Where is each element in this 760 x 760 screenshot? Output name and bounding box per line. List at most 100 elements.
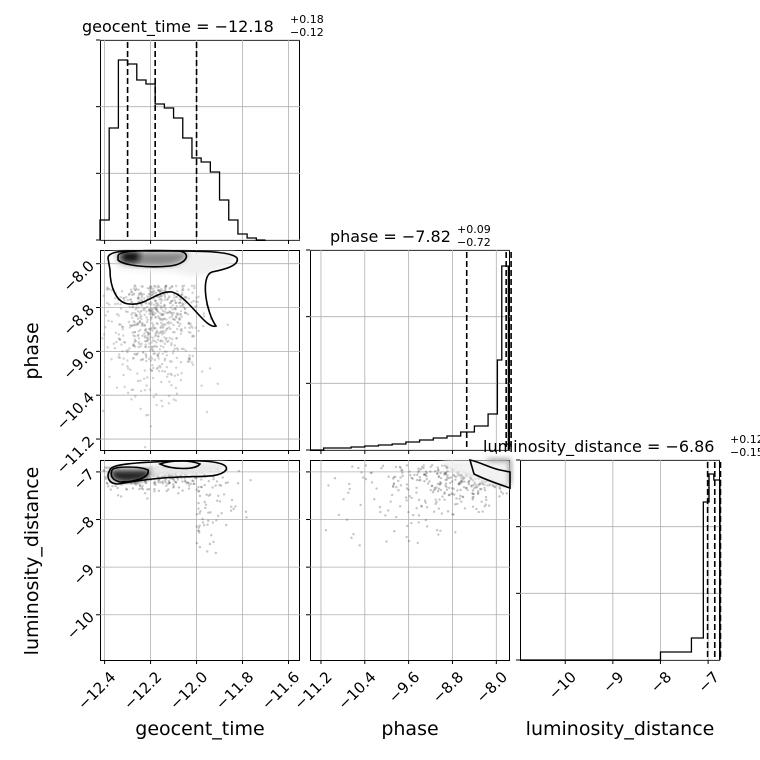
scatter-point xyxy=(167,488,170,491)
scatter-point xyxy=(201,324,205,328)
scatter-point xyxy=(437,507,441,510)
scatter-point xyxy=(179,304,182,308)
scatter-point xyxy=(434,488,437,491)
scatter-point xyxy=(393,529,396,533)
scatter-point xyxy=(461,495,464,498)
scatter-point xyxy=(130,482,133,485)
scatter-point xyxy=(169,372,173,375)
scatter-point xyxy=(440,512,444,515)
scatter-point xyxy=(415,478,419,482)
scatter-point xyxy=(154,327,157,330)
scatter-point xyxy=(114,331,118,334)
scatter-point xyxy=(153,481,157,484)
scatter-point xyxy=(443,472,447,475)
scatter-point xyxy=(483,486,486,490)
scatter-point xyxy=(423,479,426,483)
scatter-point xyxy=(437,487,441,490)
scatter-point xyxy=(144,327,147,331)
scatter-point xyxy=(416,541,420,545)
scatter-point xyxy=(138,320,142,324)
scatter-point xyxy=(139,328,142,332)
scatter-point xyxy=(175,392,179,395)
scatter-point xyxy=(141,350,145,354)
scatter-point xyxy=(175,290,179,293)
scatter-point xyxy=(211,486,214,489)
scatter-point xyxy=(156,366,159,369)
scatter-point xyxy=(147,293,151,296)
scatter-point xyxy=(177,486,181,489)
scatter-point xyxy=(165,337,168,340)
scatter-point xyxy=(159,330,163,333)
scatter-point xyxy=(192,482,195,486)
scatter-point xyxy=(143,324,147,328)
scatter-point xyxy=(160,294,164,298)
scatter-point xyxy=(453,503,457,506)
scatter-point xyxy=(199,510,202,513)
scatter-point xyxy=(171,313,174,316)
scatter-point xyxy=(173,318,177,322)
scatter-point xyxy=(104,314,107,317)
scatter-point xyxy=(162,322,166,326)
scatter-point xyxy=(163,298,166,302)
scatter-point xyxy=(348,487,351,491)
scatter-point xyxy=(170,360,173,363)
scatter-point xyxy=(148,388,152,391)
scatter-point xyxy=(122,341,126,344)
scatter-point xyxy=(445,488,449,491)
scatter-point xyxy=(150,357,154,360)
scatter-point xyxy=(203,483,206,487)
scatter-point xyxy=(109,488,112,491)
scatter-point xyxy=(114,297,117,300)
scatter-point xyxy=(179,328,182,332)
scatter-point xyxy=(198,545,202,549)
scatter-point xyxy=(156,338,160,341)
scatter-point xyxy=(146,331,150,335)
scatter-point xyxy=(157,289,161,292)
scatter-point xyxy=(144,329,147,332)
scatter-point xyxy=(140,317,143,321)
scatter-point xyxy=(483,505,486,508)
scatter-point xyxy=(133,331,137,334)
scatter-point xyxy=(160,323,164,326)
scatter-point xyxy=(499,490,503,493)
scatter-point xyxy=(480,500,483,503)
scatter-point xyxy=(190,301,193,304)
scatter-point xyxy=(392,482,396,486)
scatter-point xyxy=(138,319,141,323)
scatter-point xyxy=(207,494,210,497)
scatter-point xyxy=(153,285,157,288)
scatter-point xyxy=(144,354,148,357)
scatter-point xyxy=(163,305,166,308)
scatter-point xyxy=(155,307,158,311)
scatter-point xyxy=(146,333,150,337)
scatter-point xyxy=(189,482,193,485)
scatter-point xyxy=(150,321,154,325)
scatter-point xyxy=(133,284,136,287)
scatter-point xyxy=(413,473,416,477)
scatter-point xyxy=(161,325,165,328)
scatter-point xyxy=(215,499,219,502)
scatter-point xyxy=(471,489,475,492)
scatter-point xyxy=(133,288,137,292)
scatter-point xyxy=(113,346,117,350)
scatter-point xyxy=(488,484,491,487)
scatter-point xyxy=(479,481,482,485)
scatter-point xyxy=(357,466,360,470)
scatter-point xyxy=(132,320,136,323)
scatter-point xyxy=(163,342,166,345)
scatter-point xyxy=(157,478,161,482)
scatter-point xyxy=(160,287,163,291)
scatter-point xyxy=(168,295,171,298)
scatter-point xyxy=(187,322,190,325)
scatter-point xyxy=(159,326,162,330)
scatter-point xyxy=(134,313,138,317)
scatter-point xyxy=(141,334,144,337)
scatter-point xyxy=(183,295,186,299)
scatter-point xyxy=(140,285,143,288)
scatter-point xyxy=(126,310,129,314)
scatter-point xyxy=(181,285,184,288)
scatter-point xyxy=(452,513,455,516)
scatter-point xyxy=(429,470,432,473)
scatter-point xyxy=(161,340,164,343)
scatter-point xyxy=(156,286,159,289)
